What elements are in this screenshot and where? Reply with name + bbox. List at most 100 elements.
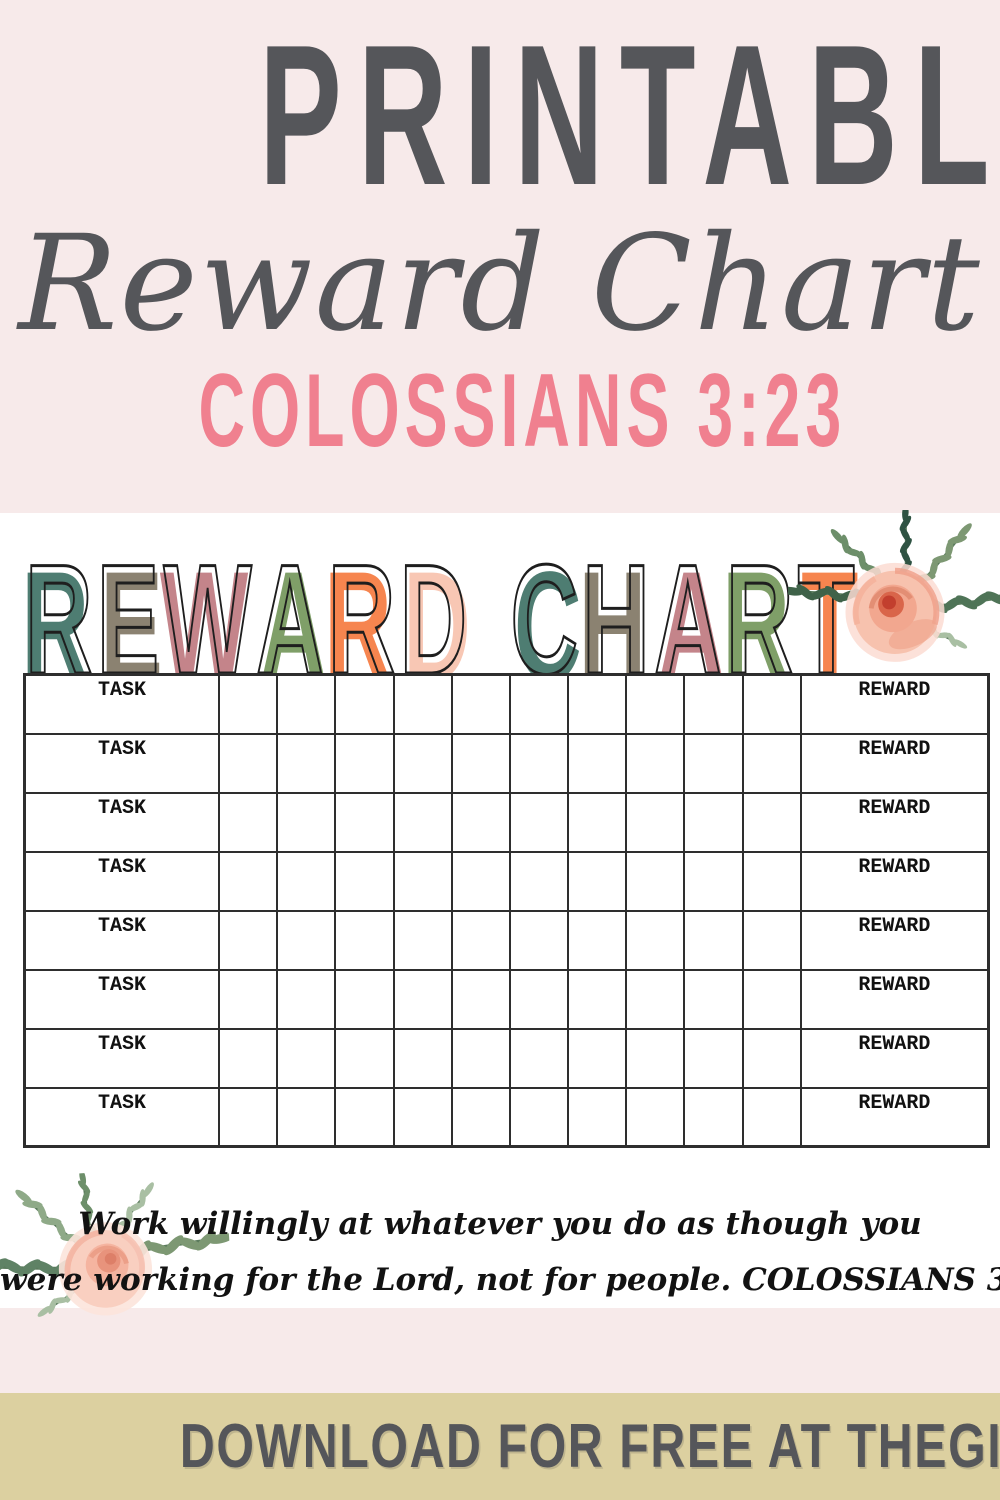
table-row: TASK REWARD [23,1086,990,1148]
task-label-cell: TASK [23,791,221,853]
checkbox-cell [392,909,453,971]
table-row: TASK REWARD [23,791,990,853]
checkbox-cell [450,909,511,971]
checkbox-cell [276,1027,337,1089]
footer-bar: DOWNLOAD FOR FREE AT THEGIRLCREATIVE.COM [0,1393,1000,1500]
rose-icon [58,1222,153,1316]
checkbox-cell [334,909,395,971]
footer-download-text: DOWNLOAD FOR FREE AT THEGIRLCREATIVE.COM [179,1412,1000,1481]
floral-bouquet-icon [788,510,1000,685]
reward-label-cell: REWARD [799,968,990,1030]
checkbox-cell [276,850,337,912]
checkbox-cell [392,1086,453,1148]
checkbox-cell [392,673,453,735]
checkbox-cell [625,673,686,735]
task-label-cell: TASK [23,1086,221,1148]
checkbox-cell [392,791,453,853]
checkbox-cell [392,1027,453,1089]
floral-bouquet-icon [0,1163,235,1345]
checkbox-cell [625,968,686,1030]
checkbox-cell [334,1086,395,1148]
checkbox-cell [625,791,686,853]
reward-label-cell: REWARD [799,673,990,735]
checkbox-cell [683,673,744,735]
checkbox-cell [450,732,511,794]
pink-strip [0,1308,1000,1393]
checkbox-cell [741,909,802,971]
checkbox-cell [218,1027,279,1089]
checkbox-cell [450,791,511,853]
checkbox-cell [276,791,337,853]
reward-label-cell: REWARD [799,909,990,971]
checkbox-cell [334,968,395,1030]
checkbox-cell [218,673,279,735]
reward-label-cell: REWARD [799,850,990,912]
table-row: TASK REWARD [23,1027,990,1089]
checkbox-cell [625,732,686,794]
checkbox-cell [334,732,395,794]
checkbox-cell [276,909,337,971]
task-label-cell: TASK [23,673,221,735]
reward-label-cell: REWARD [799,1027,990,1089]
checkbox-cell [741,1027,802,1089]
checkbox-cell [276,1086,337,1148]
task-label-cell: TASK [23,968,221,1030]
checkbox-cell [683,1086,744,1148]
checkbox-cell [450,1027,511,1089]
checkbox-cell [625,850,686,912]
checkbox-cell [218,1086,279,1148]
reward-label-cell: REWARD [799,1086,990,1148]
checkbox-cell [334,673,395,735]
checkbox-cell [683,968,744,1030]
checkbox-cell [567,673,628,735]
checkbox-cell [683,850,744,912]
checkbox-cell [508,968,570,1030]
checkbox-cell [567,1086,628,1148]
checkbox-cell [741,673,802,735]
reward-label-cell: REWARD [799,791,990,853]
task-label-cell: TASK [23,732,221,794]
table-row: TASK REWARD [23,732,990,794]
checkbox-cell [218,850,279,912]
task-label-cell: TASK [23,909,221,971]
task-label-cell: TASK [23,850,221,912]
printable-heading: PRINTABLE [259,4,1000,227]
checkbox-cell [218,791,279,853]
checkbox-cell [334,791,395,853]
checkbox-cell [450,850,511,912]
checkbox-cell [567,968,628,1030]
checkbox-cell [625,909,686,971]
checkbox-cell [567,1027,628,1089]
checkbox-cell [567,791,628,853]
checkbox-cell [567,909,628,971]
reward-chart-table-body: TASK REWARD TASK REWARD TASK REWARD TASK REWARD… [23,673,990,1148]
reward-label-cell: REWARD [799,732,990,794]
checkbox-cell [392,732,453,794]
checkbox-cell [683,909,744,971]
checkbox-cell [392,850,453,912]
checkbox-cell [450,673,511,735]
checkbox-cell [508,909,570,971]
checkbox-cell [508,1086,570,1148]
checkbox-cell [683,732,744,794]
checkbox-cell [218,732,279,794]
checkbox-cell [741,1086,802,1148]
checkbox-cell [392,968,453,1030]
checkbox-cell [741,732,802,794]
checkbox-cell [683,791,744,853]
table-row: TASK REWARD [23,909,990,971]
checkbox-cell [508,850,570,912]
checkbox-cell [334,850,395,912]
checkbox-cell [276,732,337,794]
checkbox-cell [218,968,279,1030]
checkbox-cell [741,791,802,853]
checkbox-cell [741,968,802,1030]
checkbox-cell [741,850,802,912]
quote-line-2: were working for the Lord, not for peopl… [0,1262,1000,1298]
checkbox-cell [683,1027,744,1089]
checkbox-cell [625,1086,686,1148]
checkbox-cell [508,791,570,853]
scripture-quote: Work willingly at whatever you do as tho… [0,1196,1000,1308]
